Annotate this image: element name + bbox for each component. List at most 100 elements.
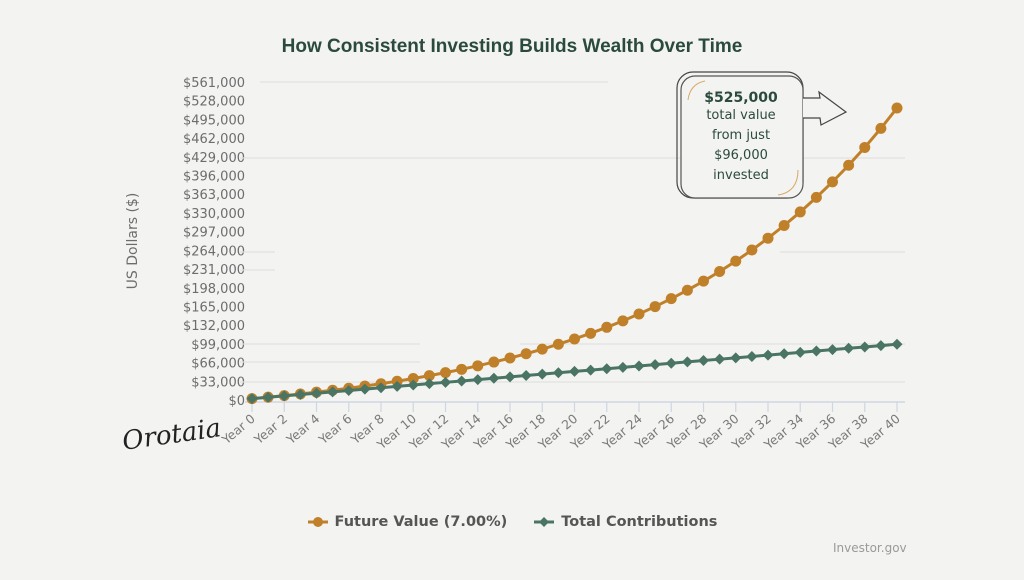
data-point[interactable] [423, 378, 435, 390]
data-point[interactable] [423, 370, 435, 382]
data-point[interactable] [585, 364, 597, 376]
data-point[interactable] [552, 338, 564, 350]
data-point[interactable] [649, 359, 661, 371]
data-point[interactable] [875, 340, 887, 352]
y-tick-label: $0 [228, 394, 245, 409]
data-point[interactable] [504, 371, 516, 383]
data-point[interactable] [843, 342, 855, 354]
data-point[interactable] [762, 232, 774, 244]
data-point[interactable] [762, 349, 774, 361]
data-point[interactable] [440, 376, 451, 388]
data-point[interactable] [407, 379, 419, 391]
data-point[interactable] [891, 338, 903, 350]
data-point[interactable] [746, 244, 758, 256]
data-point[interactable] [488, 356, 500, 368]
data-point[interactable] [456, 375, 468, 387]
y-tick-label: $462,000 [183, 132, 245, 147]
data-point[interactable] [714, 353, 726, 365]
x-tick-label: Year 2 [250, 411, 290, 448]
data-point[interactable] [794, 346, 806, 358]
y-tick-label: $132,000 [183, 319, 245, 334]
callout-line-3: $96,000 [714, 148, 768, 163]
data-point[interactable] [391, 380, 403, 392]
data-point[interactable] [698, 355, 709, 367]
y-tick-label: $99,000 [191, 338, 245, 353]
data-point[interactable] [810, 191, 822, 203]
data-point[interactable] [262, 391, 274, 403]
y-tick-label: $363,000 [183, 188, 245, 203]
data-point[interactable] [294, 389, 306, 401]
data-point[interactable] [875, 122, 887, 134]
data-point[interactable] [472, 374, 484, 386]
y-tick-label: $33,000 [191, 375, 245, 390]
data-point[interactable] [311, 387, 322, 399]
data-point[interactable] [681, 356, 693, 368]
y-tick-label: $66,000 [191, 357, 245, 372]
data-point[interactable] [794, 206, 806, 218]
data-point[interactable] [827, 344, 838, 356]
data-point[interactable] [585, 327, 597, 339]
data-point[interactable] [536, 343, 548, 355]
y-tick-label: $198,000 [183, 282, 245, 297]
legend-item-future-value[interactable]: Future Value (7.00%) [307, 514, 508, 530]
data-point[interactable] [730, 352, 742, 364]
data-point[interactable] [359, 383, 371, 395]
y-tick-label: $231,000 [183, 263, 245, 278]
callout-amount: $525,000 [704, 90, 778, 106]
y-tick-label: $528,000 [183, 95, 245, 110]
data-point[interactable] [617, 361, 629, 373]
data-point[interactable] [343, 384, 355, 396]
callout-line-1: total value [706, 108, 776, 123]
data-point[interactable] [569, 365, 580, 377]
y-tick-label: $165,000 [183, 300, 245, 315]
data-point[interactable] [698, 275, 709, 287]
data-point[interactable] [440, 367, 451, 379]
data-point[interactable] [633, 308, 645, 320]
data-point[interactable] [552, 367, 564, 379]
data-point[interactable] [617, 315, 629, 327]
data-point[interactable] [649, 301, 661, 313]
data-point[interactable] [859, 341, 871, 353]
data-point[interactable] [665, 357, 677, 369]
data-point[interactable] [246, 393, 258, 405]
y-tick-label: $264,000 [183, 244, 245, 259]
data-point[interactable] [520, 348, 532, 360]
data-point[interactable] [891, 102, 903, 114]
data-point[interactable] [778, 220, 790, 232]
y-axis-title: US Dollars ($) [125, 193, 141, 290]
data-point[interactable] [536, 368, 548, 380]
data-point[interactable] [520, 370, 532, 382]
data-point[interactable] [827, 176, 838, 188]
data-point[interactable] [407, 373, 419, 385]
data-point[interactable] [472, 360, 484, 372]
data-point[interactable] [633, 360, 645, 372]
data-point[interactable] [278, 390, 290, 402]
data-point[interactable] [810, 345, 822, 357]
y-tick-label: $561,000 [183, 76, 245, 91]
data-point[interactable] [456, 363, 468, 375]
data-point[interactable] [327, 386, 339, 398]
data-point[interactable] [569, 333, 580, 345]
callout-annotation: $525,000 total value from just $96,000 i… [680, 74, 802, 196]
legend-label-future-value: Future Value (7.00%) [334, 514, 508, 530]
y-tick-label: $495,000 [183, 113, 245, 128]
callout-arrow-icon [803, 90, 848, 126]
data-point[interactable] [681, 284, 693, 296]
source-label: Investor.gov [833, 541, 907, 555]
chart-title: How Consistent Investing Builds Wealth O… [281, 36, 743, 57]
data-point[interactable] [504, 352, 516, 364]
data-point[interactable] [859, 141, 871, 153]
data-point[interactable] [778, 348, 790, 360]
data-point[interactable] [714, 265, 726, 277]
x-tick-label: Year 6 [315, 411, 355, 448]
data-point[interactable] [730, 255, 742, 267]
data-point[interactable] [843, 159, 855, 171]
data-point[interactable] [746, 350, 758, 362]
data-point[interactable] [665, 293, 677, 305]
data-point[interactable] [601, 363, 613, 375]
data-point[interactable] [601, 321, 613, 333]
data-point[interactable] [375, 382, 387, 394]
legend-item-contributions[interactable]: Total Contributions [533, 514, 717, 530]
data-point[interactable] [488, 372, 500, 384]
